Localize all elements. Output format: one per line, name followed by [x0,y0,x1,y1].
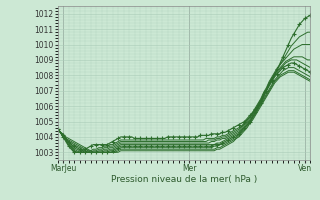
X-axis label: Pression niveau de la mer( hPa ): Pression niveau de la mer( hPa ) [111,175,257,184]
